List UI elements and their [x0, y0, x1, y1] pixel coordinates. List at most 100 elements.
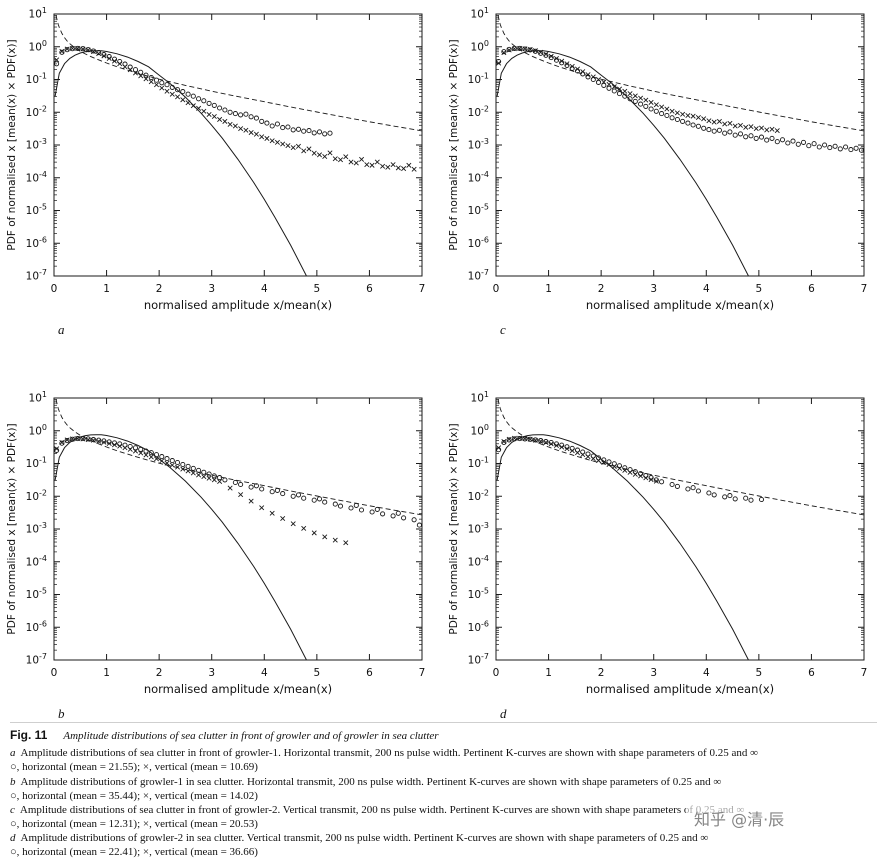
- svg-text:0: 0: [493, 667, 500, 679]
- svg-text:10-6: 10-6: [468, 235, 489, 250]
- svg-text:10-7: 10-7: [468, 652, 489, 667]
- figure-title: Amplitude distributions of sea clutter i…: [63, 730, 439, 742]
- svg-text:3: 3: [208, 283, 215, 295]
- svg-text:10-5: 10-5: [26, 587, 47, 602]
- svg-text:10-4: 10-4: [468, 554, 489, 569]
- svg-text:10-7: 10-7: [468, 268, 489, 283]
- svg-text:0: 0: [493, 283, 500, 295]
- svg-text:101: 101: [471, 6, 489, 21]
- svg-text:10-2: 10-2: [26, 104, 47, 119]
- caption-means-c: ○, horizontal (mean = 12.31); ×, vertica…: [10, 817, 258, 830]
- caption-title: Fig. 11 Amplitude distributions of sea cl…: [10, 728, 877, 743]
- svg-text:101: 101: [29, 6, 47, 21]
- svg-text:10-2: 10-2: [26, 488, 47, 503]
- svg-text:7: 7: [419, 283, 426, 295]
- svg-text:10-1: 10-1: [26, 72, 47, 87]
- svg-text:2: 2: [156, 283, 163, 295]
- svg-text:10-2: 10-2: [468, 104, 489, 119]
- svg-text:0: 0: [51, 667, 58, 679]
- caption-means-b: ○, horizontal (mean = 35.44); ×, vertica…: [10, 789, 258, 802]
- figure-caption: Fig. 11 Amplitude distributions of sea cl…: [10, 722, 877, 859]
- svg-text:10-1: 10-1: [468, 456, 489, 471]
- svg-text:6: 6: [808, 283, 815, 295]
- subplot-c: 101 100 10-1 10-2 10-3 10-4 10-5 10-6 10-7 0 1 2 3 4 5…: [444, 4, 887, 356]
- svg-text:6: 6: [808, 667, 815, 679]
- svg-text:7: 7: [861, 667, 868, 679]
- svg-text:10-6: 10-6: [26, 619, 47, 634]
- svg-text:1: 1: [103, 283, 110, 295]
- figure-number: Fig. 11: [10, 728, 48, 742]
- svg-text:1: 1: [103, 667, 110, 679]
- watermark: 知乎 @清·辰: [686, 804, 793, 832]
- svg-text:6: 6: [366, 667, 373, 679]
- y-axis-label: PDF of normalised x [mean(x) × PDF(x)]: [6, 423, 18, 634]
- y-axis-label: PDF of normalised x [mean(x) × PDF(x)]: [6, 39, 18, 250]
- svg-text:100: 100: [471, 39, 489, 54]
- svg-text:10-6: 10-6: [468, 619, 489, 634]
- svg-text:2: 2: [598, 283, 605, 295]
- svg-text:10-1: 10-1: [26, 456, 47, 471]
- caption-entry-b: b Amplitude distributions of growler-1 in…: [10, 775, 722, 788]
- svg-text:10-1: 10-1: [468, 72, 489, 87]
- svg-text:3: 3: [650, 667, 657, 679]
- y-axis-label: PDF of normalised x [mean(x) × PDF(x)]: [448, 423, 460, 634]
- subplot-d-chart: 101 100 10-1 10-2 10-3 10-4 10-5 10-6 10-7 0 1 2 3 4 5…: [448, 390, 868, 696]
- svg-text:100: 100: [29, 423, 47, 438]
- subplot-a-chart: 101 100 10-1 10-2 10-3 10-4 10-5 10-6 10-7 0 1 2 3 4 5…: [6, 6, 426, 312]
- subplot-b-letter: b: [58, 706, 65, 721]
- svg-text:1: 1: [545, 283, 552, 295]
- svg-text:100: 100: [471, 423, 489, 438]
- svg-text:3: 3: [650, 283, 657, 295]
- svg-text:101: 101: [471, 390, 489, 405]
- svg-text:100: 100: [29, 39, 47, 54]
- x-axis-label: normalised amplitude x/mean(x): [144, 682, 332, 696]
- caption-entry-a: a Amplitude distributions of sea clutter …: [10, 747, 758, 760]
- svg-text:4: 4: [703, 667, 710, 679]
- svg-text:4: 4: [261, 283, 268, 295]
- svg-text:10-3: 10-3: [468, 137, 489, 152]
- svg-text:4: 4: [261, 667, 268, 679]
- svg-text:10-4: 10-4: [468, 170, 489, 185]
- svg-text:10-2: 10-2: [468, 488, 489, 503]
- svg-text:2: 2: [156, 667, 163, 679]
- svg-text:10-5: 10-5: [26, 203, 47, 218]
- svg-text:5: 5: [756, 283, 763, 295]
- svg-text:6: 6: [366, 283, 373, 295]
- subplot-a-letter: a: [58, 322, 65, 337]
- subplot-c-letter: c: [500, 322, 506, 337]
- svg-text:10-3: 10-3: [26, 137, 47, 152]
- caption-entry-d: d Amplitude distributions of growler-2 in…: [10, 831, 709, 844]
- subplot-b-chart: 101 100 10-1 10-2 10-3 10-4 10-5 10-6 10-7 0 1 2 3 4 5…: [6, 390, 426, 696]
- svg-text:5: 5: [756, 667, 763, 679]
- y-axis-label: PDF of normalised x [mean(x) × PDF(x)]: [448, 39, 460, 250]
- svg-text:10-5: 10-5: [468, 587, 489, 602]
- x-axis-label: normalised amplitude x/mean(x): [586, 298, 774, 312]
- subplot-a: 101 100 10-1 10-2 10-3 10-4 10-5 10-6 10-7 0 1 2 3 4 5…: [2, 4, 445, 356]
- subplot-b: 101 100 10-1 10-2 10-3 10-4 10-5 10-6 10-7 0 1 2 3 4 5…: [2, 388, 445, 740]
- svg-text:10-7: 10-7: [26, 652, 47, 667]
- caption-means-d: ○, horizontal (mean = 22.41); ×, vertica…: [10, 845, 258, 858]
- svg-text:5: 5: [314, 667, 321, 679]
- svg-text:0: 0: [51, 283, 58, 295]
- svg-text:10-7: 10-7: [26, 268, 47, 283]
- svg-text:10-3: 10-3: [26, 521, 47, 536]
- svg-text:10-4: 10-4: [26, 554, 47, 569]
- caption-means-a: ○, horizontal (mean = 21.55); ×, vertica…: [10, 761, 258, 774]
- svg-text:5: 5: [314, 283, 321, 295]
- subplot-d: 101 100 10-1 10-2 10-3 10-4 10-5 10-6 10-7 0 1 2 3 4 5…: [444, 388, 887, 740]
- svg-text:3: 3: [208, 667, 215, 679]
- svg-text:7: 7: [419, 667, 426, 679]
- svg-text:2: 2: [598, 667, 605, 679]
- x-axis-label: normalised amplitude x/mean(x): [586, 682, 774, 696]
- svg-text:10-6: 10-6: [26, 235, 47, 250]
- svg-text:1: 1: [545, 667, 552, 679]
- x-axis-label: normalised amplitude x/mean(x): [144, 298, 332, 312]
- svg-text:4: 4: [703, 283, 710, 295]
- caption-entry-c: c Amplitude distributions of sea clutter …: [10, 803, 745, 816]
- svg-text:10-5: 10-5: [468, 203, 489, 218]
- svg-text:10-4: 10-4: [26, 170, 47, 185]
- svg-text:7: 7: [861, 283, 868, 295]
- subplot-d-letter: d: [500, 706, 507, 721]
- svg-text:101: 101: [29, 390, 47, 405]
